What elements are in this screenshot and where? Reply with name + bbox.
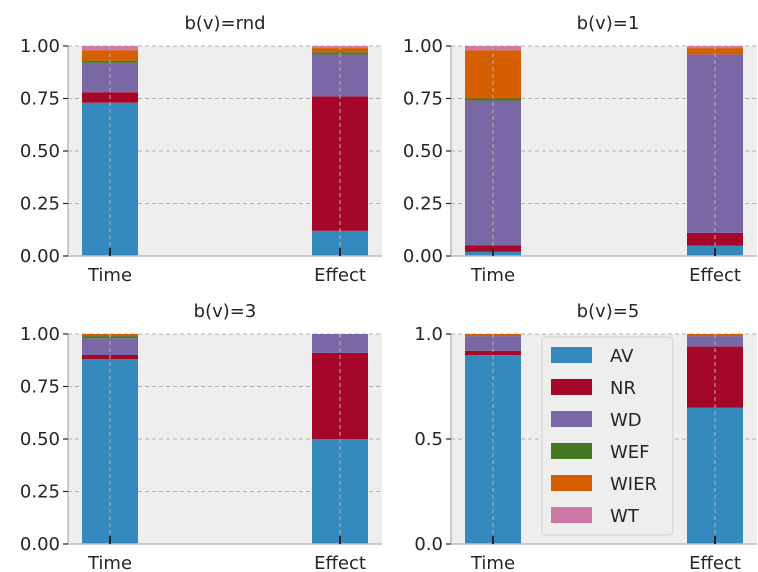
y-tick-label: 0.25: [20, 194, 60, 215]
legend-frame: [541, 336, 674, 536]
legend-swatch: [551, 475, 592, 491]
legend-label: NR: [610, 378, 636, 399]
subplot-title: b(v)=rnd: [184, 13, 265, 34]
legend-swatch: [551, 411, 592, 427]
y-tick-label: 0.75: [20, 89, 60, 110]
y-tick-label: 1.0: [414, 324, 443, 345]
subplot-1: b(v)=1 0.00 0.25 0.50 0.75 1.00 Time Effect: [403, 13, 757, 286]
subplot-0: b(v)=rnd 0.00 0.25 0.50 0.75 1.00 Time Effect: [20, 13, 382, 286]
y-tick-label: 0.0: [414, 534, 443, 555]
subplot-title: b(v)=3: [194, 301, 257, 322]
y-tick-label: 0.00: [403, 246, 443, 267]
y-tick-label: 1.00: [20, 36, 60, 57]
bar-segment-wd: [82, 338, 138, 355]
legend-label: WIER: [610, 474, 657, 495]
y-tick-label: 0.75: [403, 89, 443, 110]
x-tick-label: Time: [87, 265, 132, 286]
y-tick-label: 0.50: [20, 429, 60, 450]
x-tick-label: Effect: [314, 553, 366, 572]
legend-item-nr: NR: [551, 378, 636, 399]
y-tick-label: 0.25: [20, 482, 60, 503]
plot-area: 0.00 0.25 0.50 0.75 1.00 Time Effect: [403, 36, 757, 286]
x-tick-label: Time: [87, 553, 132, 572]
bar-segment-nr: [312, 352, 368, 439]
y-tick-label: 0.50: [403, 141, 443, 162]
plot-area: 0.00 0.25 0.50 0.75 1.00 Time Effect: [20, 324, 382, 572]
bar-segment-nr: [465, 350, 521, 355]
legend-swatch: [551, 443, 592, 459]
legend-label: AV: [610, 346, 634, 367]
x-tick-label: Time: [470, 553, 515, 572]
bar-segment-nr: [687, 232, 743, 246]
legend-label: WEF: [610, 442, 650, 463]
y-tick-label: 1.00: [403, 36, 443, 57]
legend-swatch: [551, 379, 592, 395]
legend-item-wt: WT: [551, 506, 640, 527]
y-tick-label: 1.00: [20, 324, 60, 345]
plot-area: 0.00 0.25 0.50 0.75 1.00 Time Effect: [20, 36, 382, 286]
bar-segment-wef: [465, 98, 521, 101]
legend-label: WD: [610, 410, 642, 431]
legend-item-av: AV: [551, 346, 634, 367]
y-tick-label: 0.00: [20, 534, 60, 555]
x-tick-label: Effect: [314, 265, 366, 286]
legend-item-wd: WD: [551, 410, 642, 431]
x-tick-label: Effect: [689, 265, 741, 286]
subplot-title: b(v)=1: [577, 13, 640, 34]
y-tick-label: 0.25: [403, 194, 443, 215]
y-tick-label: 0.00: [20, 246, 60, 267]
x-tick-label: Effect: [689, 553, 741, 572]
y-tick-label: 0.75: [20, 377, 60, 398]
bar-segment-wier: [312, 48, 368, 53]
y-tick-label: 0.50: [20, 141, 60, 162]
legend-swatch: [551, 507, 592, 523]
legend-item-wef: WEF: [551, 442, 650, 463]
subplot-2: b(v)=3 0.00 0.25 0.50 0.75 1.00 Time Effect: [20, 301, 382, 572]
legend-swatch: [551, 347, 592, 363]
legend-label: WT: [610, 506, 640, 527]
legend: AV NR WD WEF WIER WT: [541, 336, 674, 536]
y-tick-label: 0.5: [414, 429, 443, 450]
x-tick-label: Time: [470, 265, 515, 286]
bar-segment-wier: [687, 48, 743, 55]
legend-item-wier: WIER: [551, 474, 657, 495]
subplot-title: b(v)=5: [577, 301, 640, 322]
